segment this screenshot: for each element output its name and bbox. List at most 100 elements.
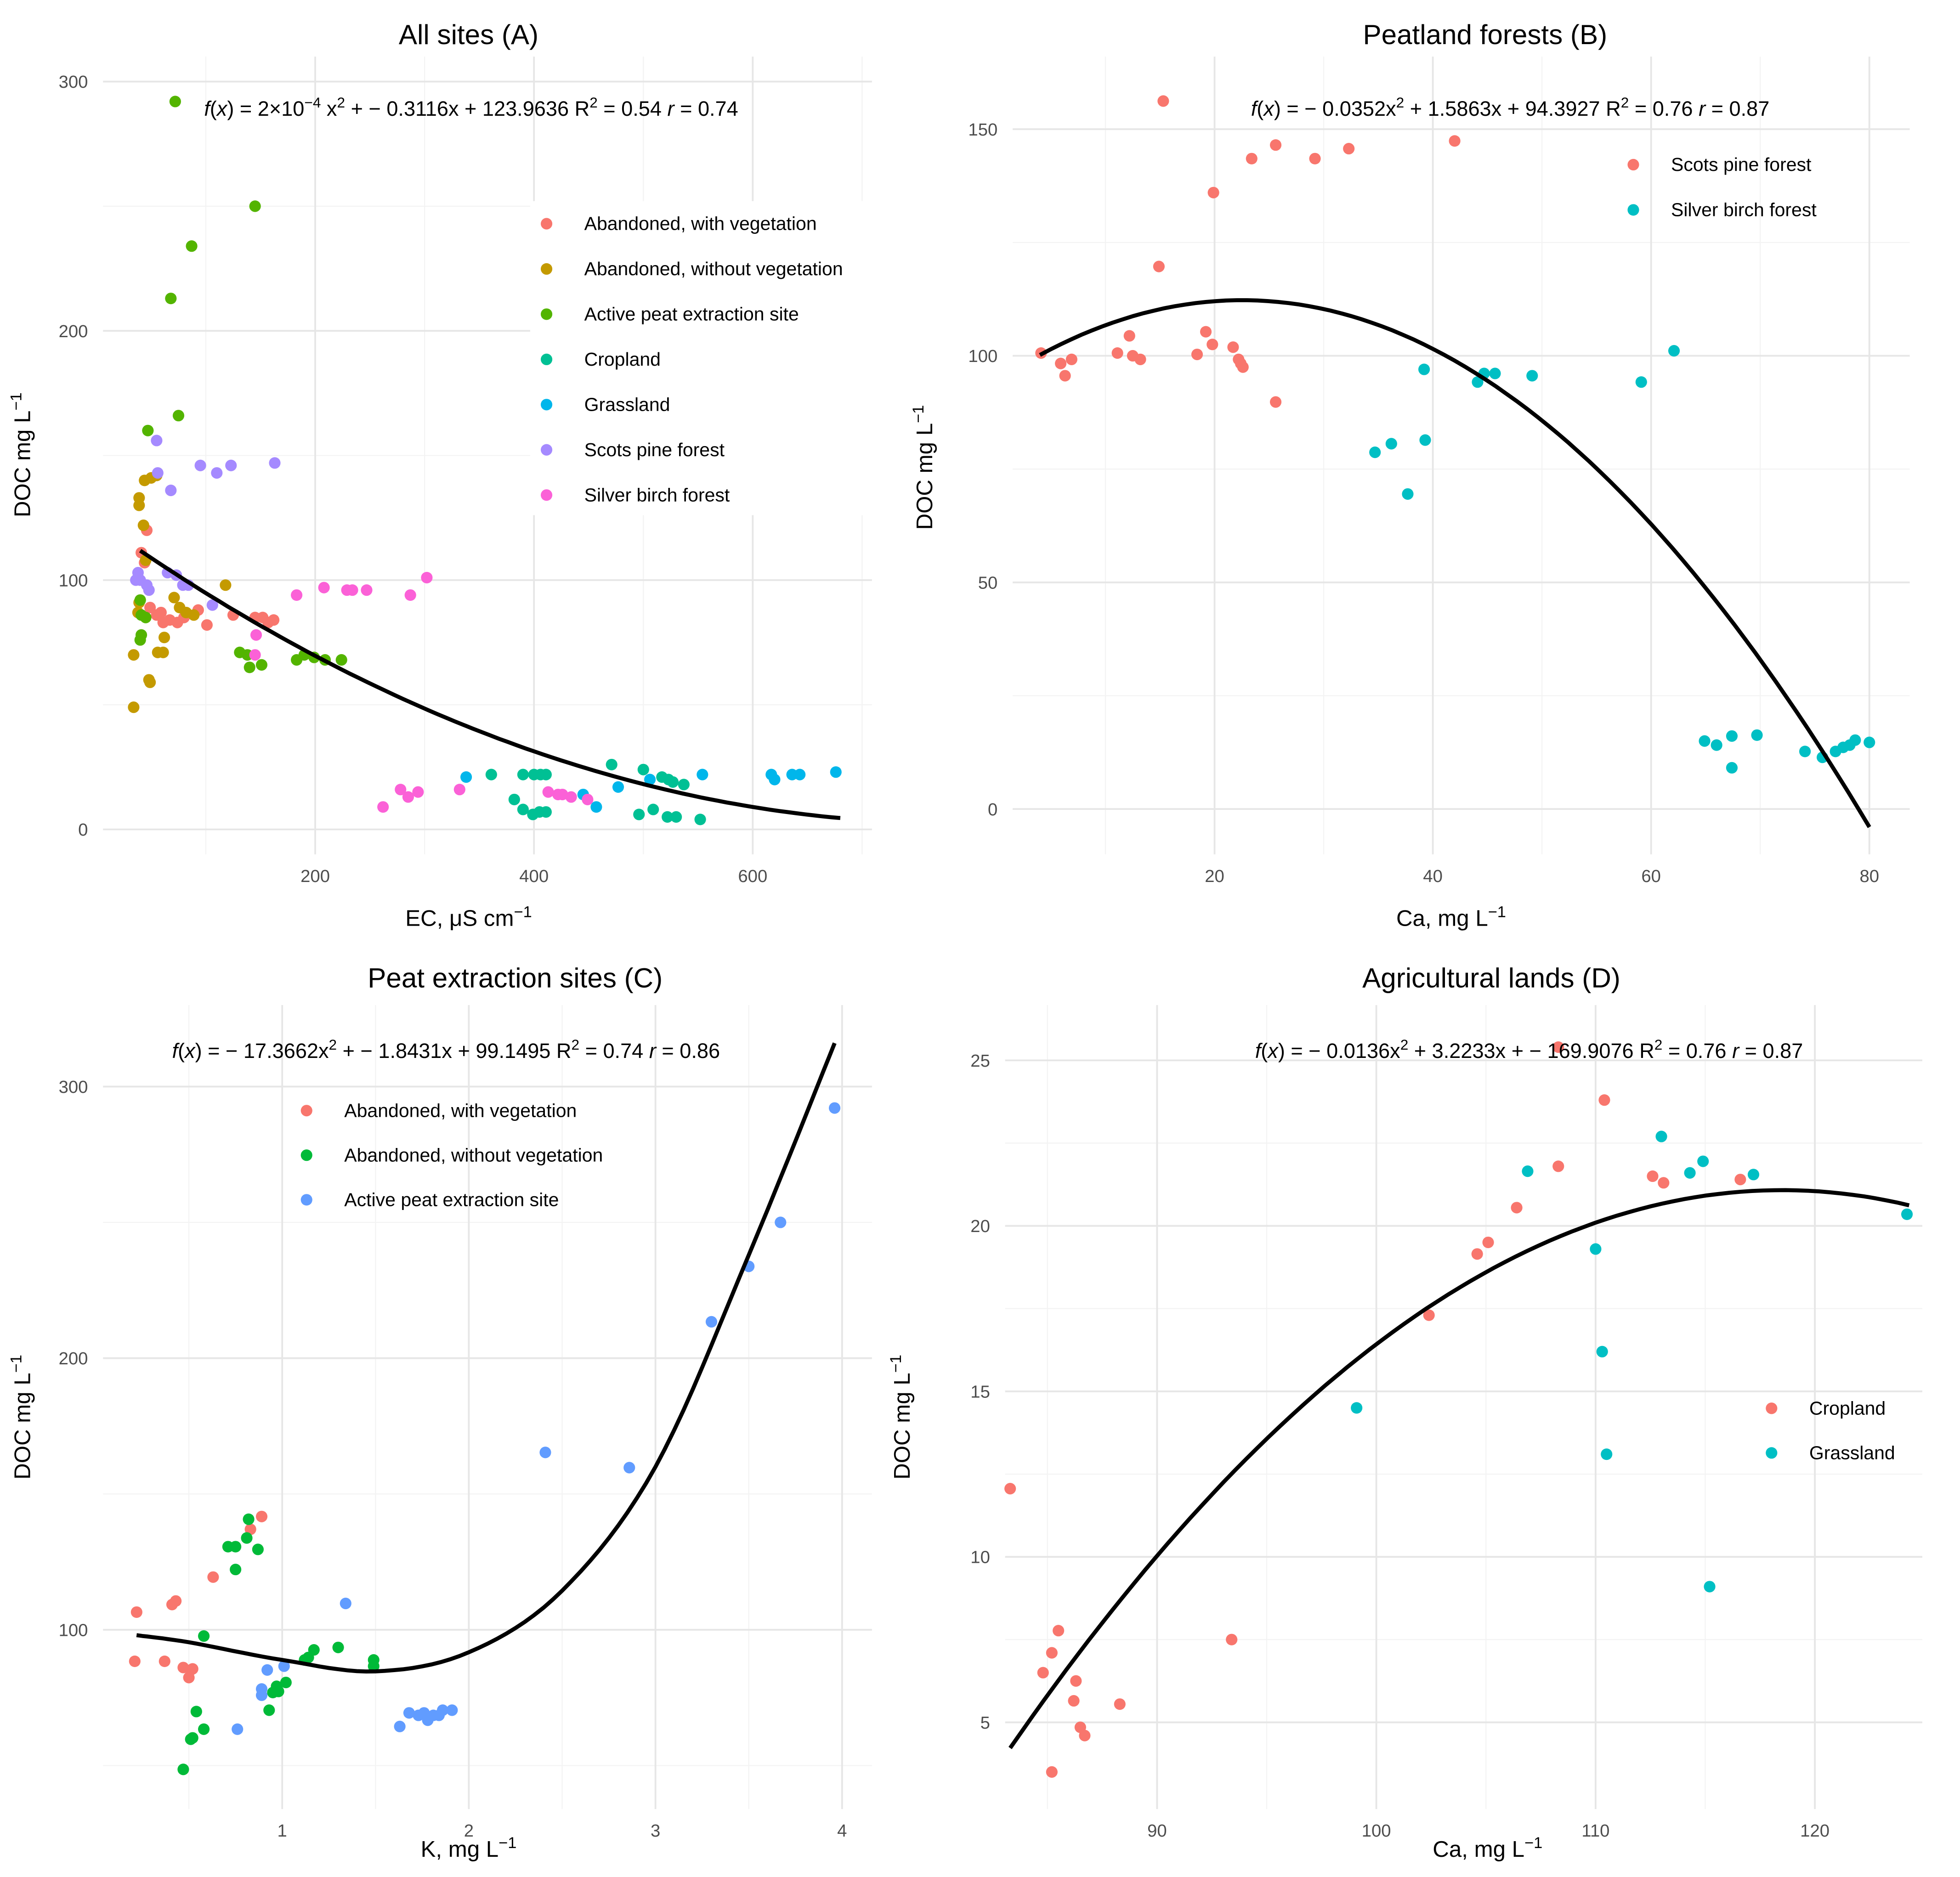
data-point <box>1114 1698 1126 1710</box>
legend-label: Silver birch forest <box>584 484 730 505</box>
panel-title: All sites (A) <box>399 19 538 50</box>
fit-curve <box>1039 298 1871 828</box>
legend-label: Scots pine forest <box>1671 154 1812 175</box>
data-point <box>436 1704 449 1716</box>
superscript: 2 <box>1400 1036 1409 1053</box>
legend-marker <box>540 489 553 501</box>
data-point <box>261 1664 273 1676</box>
data-point <box>128 701 140 713</box>
data-point <box>637 763 649 775</box>
data-point <box>1207 339 1218 351</box>
data-point <box>1134 353 1146 365</box>
y-axis-label: DOC mg L−1 <box>8 1355 35 1480</box>
x-tick-label: 4 <box>837 1821 847 1841</box>
legend-label: Active peat extraction site <box>584 304 799 325</box>
data-point <box>1237 361 1249 373</box>
panel-a: 200 400 600 0 100 200 300 f(x) = 2×10−4 x2 + − … <box>8 19 907 931</box>
data-point <box>794 769 806 780</box>
data-point <box>225 459 237 471</box>
data-point <box>540 769 552 780</box>
series-points <box>485 758 706 825</box>
data-point <box>243 1513 255 1525</box>
data-point <box>130 1606 142 1618</box>
data-point <box>142 424 154 436</box>
data-point <box>582 793 594 805</box>
data-point <box>1079 1730 1091 1741</box>
text-span: K, mg L <box>421 1837 499 1862</box>
legend-label: Cropland <box>584 349 661 370</box>
data-point <box>244 661 255 673</box>
data-point <box>268 614 280 626</box>
data-point <box>1590 1243 1602 1255</box>
x-tick-label: 80 <box>1859 866 1879 886</box>
x-axis-label: Ca, mg L−1 <box>1433 1834 1542 1862</box>
superscript: 2 <box>572 1036 580 1053</box>
data-point <box>144 601 156 614</box>
data-point <box>165 293 177 305</box>
legend-marker <box>300 1194 312 1206</box>
legend: Abandoned, with vegetation Abandoned, wit… <box>300 1100 603 1210</box>
text-span: = 0.87 <box>1739 1039 1803 1063</box>
data-point <box>1699 735 1711 747</box>
data-point <box>190 1706 202 1718</box>
data-point <box>1522 1165 1534 1177</box>
data-point <box>335 654 347 666</box>
y-tick-label: 150 <box>968 120 997 140</box>
data-point <box>1068 1695 1080 1707</box>
data-point <box>565 791 577 803</box>
legend: Abandoned, with vegetation Abandoned, wit… <box>540 213 843 505</box>
data-point <box>485 769 497 780</box>
y-tick-label: 20 <box>970 1216 990 1236</box>
y-tick-label: 15 <box>970 1382 990 1402</box>
y-tick-label: 10 <box>970 1548 990 1567</box>
data-point <box>198 1630 210 1642</box>
superscript: 2 <box>1396 94 1405 111</box>
data-point <box>377 801 389 813</box>
y-tick-label: 100 <box>968 346 997 366</box>
text-span: = 0.87 <box>1705 97 1769 120</box>
data-point <box>769 774 781 786</box>
data-point <box>1351 1402 1363 1414</box>
data-point <box>255 1510 268 1522</box>
text-span: = 0.76 <box>1662 1039 1732 1063</box>
text-span: = 0.74 <box>674 97 738 120</box>
x-tick-label: 400 <box>519 866 549 886</box>
data-point <box>540 806 552 818</box>
data-point <box>1059 370 1071 382</box>
text-span: = 0.86 <box>656 1039 720 1063</box>
italic-text: x <box>216 97 228 120</box>
data-point <box>556 788 568 801</box>
equation-annotation: f(x) = − 0.0352x2 + 1.5863x + 94.3927 R2… <box>1251 94 1770 120</box>
data-point <box>1227 341 1239 353</box>
data-point <box>155 606 167 618</box>
data-point <box>263 1704 275 1716</box>
data-point <box>662 811 674 823</box>
data-point <box>647 803 659 815</box>
data-point <box>1849 734 1861 746</box>
data-point <box>1864 736 1875 748</box>
data-point <box>272 1685 284 1697</box>
data-point <box>508 793 520 805</box>
text-span: ( <box>178 1039 185 1063</box>
data-point <box>1369 447 1381 458</box>
text-span: + 1.5863x + 94.3927 R <box>1404 97 1621 120</box>
y-tick-label: 200 <box>59 322 88 341</box>
data-point <box>1511 1202 1523 1214</box>
data-point <box>249 200 261 212</box>
data-point <box>368 1660 380 1672</box>
x-axis-label: K, mg L−1 <box>421 1834 517 1862</box>
data-point <box>232 1723 244 1735</box>
data-point <box>1635 376 1647 388</box>
data-point <box>165 484 177 497</box>
data-point <box>187 1663 198 1675</box>
data-point <box>517 769 529 780</box>
data-point <box>612 781 624 793</box>
data-point <box>1004 1483 1016 1495</box>
data-point <box>1046 1766 1058 1778</box>
data-point <box>644 774 656 786</box>
x-tick-label: 20 <box>1205 866 1224 886</box>
data-point <box>1482 1236 1494 1249</box>
data-point <box>1309 153 1321 164</box>
text-span: ) = − 17.3662x <box>195 1039 329 1063</box>
